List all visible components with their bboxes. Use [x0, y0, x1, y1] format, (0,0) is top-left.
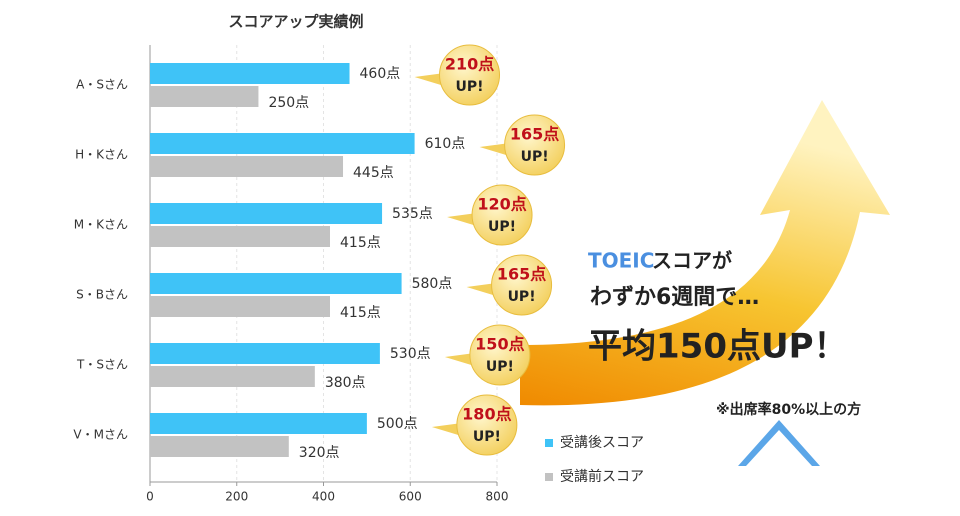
- bar: [150, 343, 380, 364]
- gain-bubble: [469, 324, 531, 386]
- data-label: 535点: [392, 206, 433, 222]
- y-tick-label: A・Sさん: [76, 78, 128, 92]
- gain-bubble: [504, 114, 566, 176]
- x-tick-label: 200: [225, 490, 248, 504]
- y-tick-label: V・Mさん: [73, 428, 128, 442]
- x-tick-label: 600: [399, 490, 422, 504]
- data-label: 415点: [340, 305, 381, 321]
- annotation: TOEIC: [588, 249, 654, 273]
- chevron: [738, 420, 820, 466]
- gain-suffix: UP!: [473, 429, 501, 445]
- gain-label: 165点: [497, 265, 546, 284]
- gain-label: 150点: [475, 335, 524, 354]
- bar: [150, 413, 367, 434]
- data-label: 250点: [268, 95, 309, 111]
- arrow: [520, 100, 890, 406]
- bar: [150, 86, 259, 107]
- data-label: 610点: [425, 136, 466, 152]
- annotation: ※出席率80%以上の方: [716, 401, 861, 418]
- gain-bubble: [491, 254, 553, 316]
- y-tick-label: T・Sさん: [76, 358, 128, 372]
- x-tick-label: 800: [486, 490, 509, 504]
- annotation: 平均150点UP！: [588, 327, 848, 367]
- bar: [150, 133, 415, 154]
- data-label: 460点: [360, 66, 401, 82]
- data-label: 445点: [353, 165, 394, 181]
- chart-title: スコアアップ実績例: [228, 13, 363, 31]
- data-label: 530点: [390, 346, 431, 362]
- bar: [150, 226, 331, 247]
- gain-label: 210点: [445, 55, 494, 74]
- data-label: 415点: [340, 235, 381, 251]
- legend-swatch: [545, 439, 553, 447]
- annotation: わずか6週間で…: [590, 285, 759, 310]
- legend-swatch: [545, 473, 553, 481]
- gain-suffix: UP!: [486, 359, 514, 375]
- bar: [150, 156, 344, 177]
- legend-label: 受講後スコア: [560, 435, 644, 451]
- legend-label: 受講前スコア: [560, 468, 644, 485]
- data-label: 380点: [325, 375, 366, 391]
- gain-suffix: UP!: [488, 219, 516, 235]
- gain-label: 120点: [477, 195, 526, 214]
- y-tick-label: M・Kさん: [74, 218, 128, 232]
- gain-suffix: UP!: [521, 149, 549, 165]
- bar: [150, 366, 315, 387]
- y-tick-label: H・Kさん: [75, 148, 128, 162]
- bar: [150, 63, 350, 84]
- y-tick-label: S・Bさん: [76, 288, 128, 302]
- gain-label: 180点: [462, 405, 511, 424]
- plot: 0 200 400 600 800 A・Sさん 460点 250点 210点 UP! H・Kさん 61…: [73, 44, 644, 504]
- gain-suffix: UP!: [456, 79, 484, 95]
- bar: [150, 436, 289, 457]
- gain-label: 165点: [510, 125, 559, 144]
- x-tick-label: 0: [146, 490, 154, 504]
- data-label: 320点: [299, 445, 340, 461]
- x-tick-label: 400: [312, 490, 335, 504]
- bar: [150, 273, 402, 294]
- bar: [150, 296, 331, 317]
- data-label: 580点: [412, 276, 453, 292]
- gain-bubble: [456, 394, 518, 456]
- annotation: スコアが: [652, 249, 732, 273]
- gain-bubble: [439, 44, 501, 106]
- data-label: 500点: [377, 416, 418, 432]
- gain-bubble: [471, 184, 533, 246]
- bar: [150, 203, 383, 224]
- gain-suffix: UP!: [508, 289, 536, 305]
